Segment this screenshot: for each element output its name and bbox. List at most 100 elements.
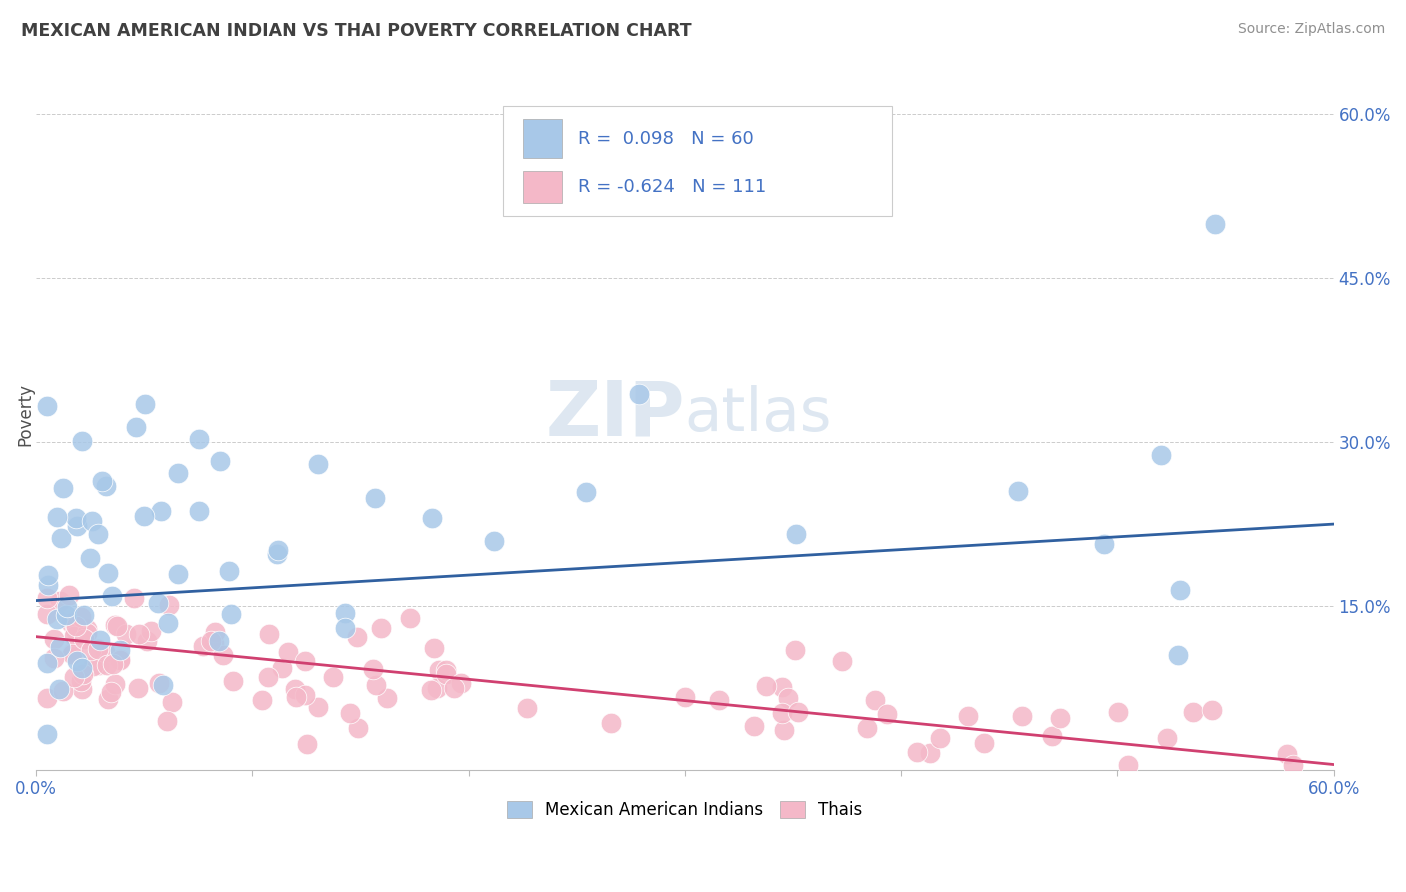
Point [86, 642, 108, 657]
Point [1167, 648, 1189, 663]
Point [156, 615, 179, 630]
Point [267, 543, 290, 558]
Point [148, 675, 170, 690]
Point [58, 588, 80, 602]
Point [157, 598, 180, 612]
Point [49, 531, 72, 545]
Point [46, 510, 69, 524]
Point [91, 474, 114, 488]
Point [107, 619, 129, 633]
Point [72, 681, 94, 696]
Point [284, 682, 307, 697]
Point [219, 607, 242, 622]
Point [222, 674, 245, 689]
Point [115, 627, 138, 641]
Point [93, 645, 115, 659]
Point [675, 690, 697, 704]
Point [135, 634, 157, 648]
Point [1156, 731, 1178, 746]
Point [257, 626, 280, 640]
Point [271, 661, 294, 675]
Point [42, 650, 65, 665]
Point [49, 594, 72, 608]
Text: MEXICAN AMERICAN INDIAN VS THAI POVERTY CORRELATION CHART: MEXICAN AMERICAN INDIAN VS THAI POVERTY … [21, 22, 692, 40]
Point [399, 611, 422, 625]
Point [191, 639, 214, 653]
Point [436, 667, 458, 681]
Point [37, 568, 59, 582]
Point [200, 633, 222, 648]
Point [96, 657, 118, 672]
Point [139, 624, 162, 638]
Point [1107, 705, 1129, 719]
Point [1042, 730, 1064, 744]
Point [1277, 747, 1299, 761]
Point [208, 633, 231, 648]
Point [52, 481, 75, 495]
Point [770, 680, 793, 694]
Point [333, 607, 356, 621]
Point [434, 663, 457, 677]
Point [361, 662, 384, 676]
Point [97, 566, 120, 581]
Point [755, 679, 778, 693]
Point [134, 397, 156, 411]
Point [1282, 757, 1305, 772]
Point [37, 400, 59, 414]
Point [257, 670, 280, 684]
Point [905, 745, 928, 759]
Point [1204, 217, 1226, 231]
Point [60, 647, 83, 661]
Point [250, 693, 273, 707]
Point [856, 721, 879, 735]
Point [87, 658, 110, 673]
Point [35, 656, 58, 670]
Text: atlas: atlas [685, 385, 832, 444]
Point [160, 695, 183, 709]
Point [956, 709, 979, 723]
Point [450, 675, 472, 690]
Legend: Mexican American Indians, Thais: Mexican American Indians, Thais [501, 794, 869, 826]
Point [294, 654, 316, 668]
Point [599, 716, 621, 731]
Point [56, 599, 79, 614]
Point [443, 681, 465, 696]
Point [63, 623, 86, 637]
Point [166, 467, 188, 481]
Point [420, 683, 443, 698]
Point [202, 637, 225, 651]
Point [103, 677, 125, 691]
FancyBboxPatch shape [503, 106, 893, 216]
Point [370, 621, 392, 635]
Point [94, 478, 117, 492]
Point [204, 625, 226, 640]
Point [876, 706, 898, 721]
Point [79, 550, 101, 565]
Point [1150, 448, 1173, 462]
Point [82, 659, 104, 673]
Point [48, 682, 70, 697]
Text: ZIP: ZIP [546, 378, 685, 452]
Point [787, 705, 810, 719]
Point [70, 661, 93, 675]
Point [375, 690, 398, 705]
Point [82, 514, 104, 528]
Point [773, 723, 796, 737]
Point [831, 654, 853, 668]
Point [35, 591, 58, 605]
Point [420, 510, 443, 524]
Point [70, 610, 93, 624]
Point [62, 670, 84, 684]
Text: R = -0.624   N = 111: R = -0.624 N = 111 [578, 178, 766, 196]
Point [707, 693, 730, 707]
Point [76, 622, 98, 636]
Point [46, 612, 69, 626]
Point [973, 736, 995, 750]
Point [294, 688, 316, 702]
Point [152, 678, 174, 692]
Point [63, 629, 86, 643]
Point [863, 693, 886, 707]
Point [277, 645, 299, 659]
Point [146, 596, 169, 610]
Point [35, 727, 58, 741]
